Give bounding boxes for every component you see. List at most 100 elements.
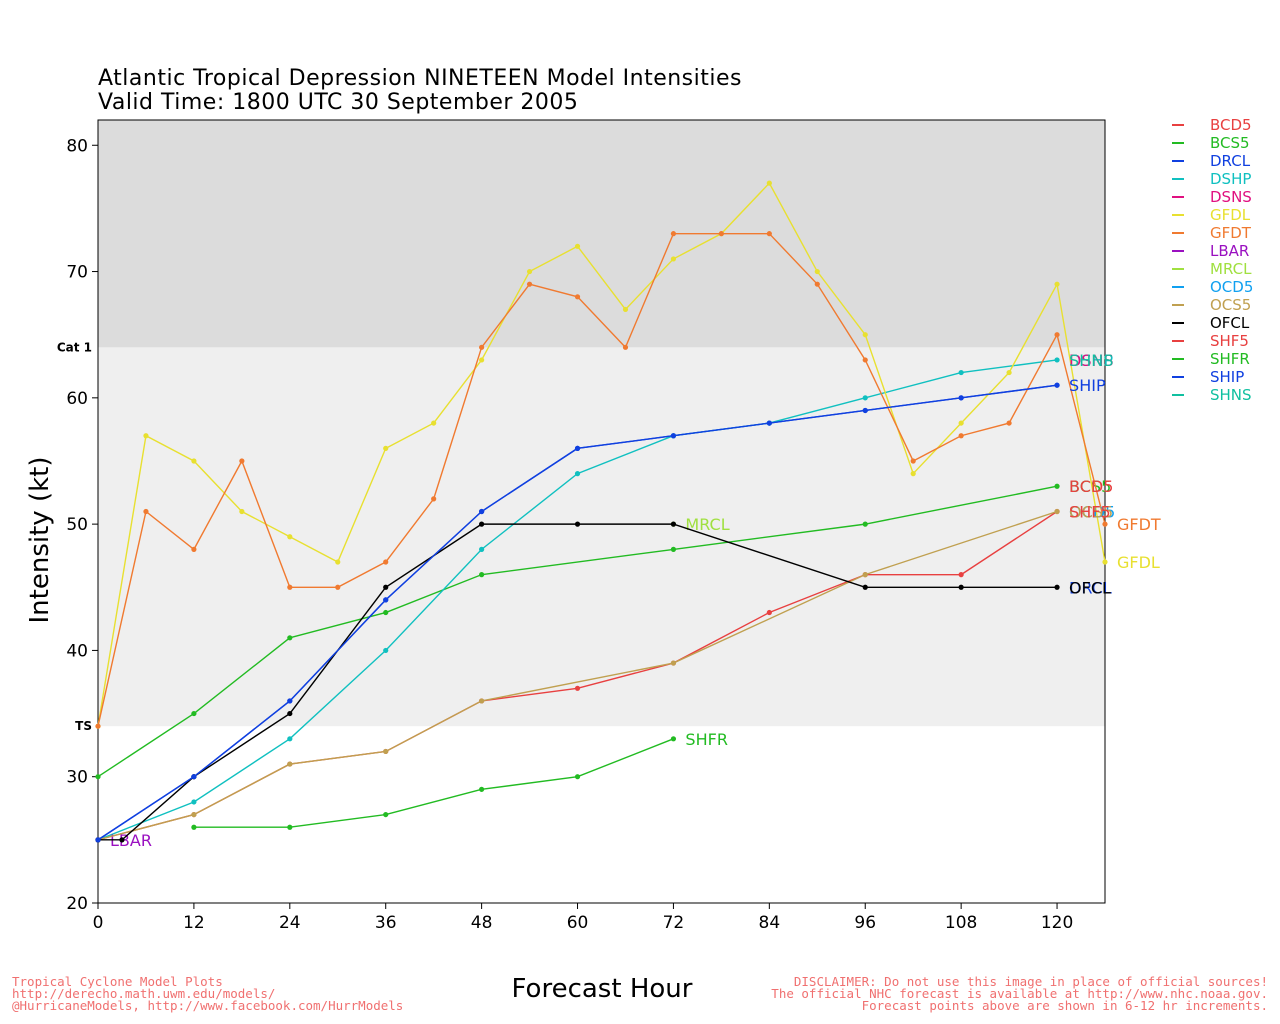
series-end-label: BCD5	[1069, 477, 1113, 496]
legend-label: SHIP	[1210, 368, 1245, 386]
series-point-gfdl	[910, 471, 916, 477]
series-point-dshp	[574, 471, 581, 477]
disclaimer-line: Forecast points above are shown in 6-12 …	[861, 998, 1268, 1013]
y-tick-label: 80	[66, 136, 88, 156]
legend-item: GFDL	[1172, 206, 1253, 224]
legend-label: GFDL	[1210, 206, 1251, 224]
series-point-gfdt	[287, 584, 293, 590]
x-tick-label: 72	[663, 913, 685, 933]
series-point-gfdt	[766, 231, 772, 237]
series-point-ofcl	[1054, 584, 1060, 590]
legend-item: SHIP	[1172, 368, 1253, 386]
legend-label: MRCL	[1210, 260, 1252, 278]
legend-label: DSNS	[1210, 188, 1252, 206]
series-point-bcs5	[191, 710, 197, 717]
series-point-ocs5	[862, 572, 868, 578]
series-end-label: SHFR	[685, 730, 728, 749]
legend-label: DRCL	[1210, 152, 1251, 170]
series-point-gfdl	[143, 433, 149, 439]
series-point-dshp	[191, 799, 197, 805]
series-point-gfdl	[958, 420, 964, 426]
series-point-ship	[766, 420, 772, 426]
series-point-gfdt	[431, 496, 437, 502]
band-label: TS	[75, 719, 92, 733]
series-point-shfr	[287, 824, 293, 830]
series-point-ocs5	[287, 761, 293, 767]
legend-label: SHF5	[1210, 332, 1249, 350]
series-point-gfdt	[958, 433, 964, 439]
series-point-bcs5	[95, 774, 101, 780]
series-end-label: OCD5	[1069, 503, 1115, 522]
chart-legend: BCD5 BCS5 DRCL DSHP DSNS GFDL GFDT LBAR MRCL OCD5…	[1172, 116, 1253, 404]
legend-swatch	[1172, 286, 1184, 288]
legend-swatch	[1172, 376, 1184, 378]
series-point-ship	[383, 597, 389, 603]
legend-swatch	[1172, 160, 1184, 162]
x-tick-label: 0	[93, 913, 104, 933]
legend-label: GFDT	[1210, 224, 1251, 242]
series-point-gfdl	[862, 332, 868, 338]
series-point-gfdt	[383, 559, 389, 565]
series-end-label: SHNS	[1069, 351, 1113, 370]
series-point-bcs5	[1054, 483, 1060, 489]
series-line-gfdt	[97, 232, 1106, 727]
series-point-ofcl	[383, 584, 389, 590]
series-end-label: DSNS	[1069, 351, 1114, 370]
legend-label: LBAR	[1210, 242, 1250, 260]
legend-swatch	[1172, 304, 1184, 306]
series-point-bcs5	[479, 572, 485, 578]
series-point-gfdt	[574, 294, 581, 300]
legend-swatch	[1172, 178, 1184, 180]
series-point-ocs5	[383, 748, 389, 755]
series-point-gfdt	[239, 458, 245, 464]
series-point-ofcl	[862, 584, 868, 590]
series-point-gfdt	[526, 281, 533, 287]
series-point-bcd5	[574, 685, 581, 691]
legend-swatch	[1172, 214, 1184, 216]
series-point-gfdl	[431, 420, 437, 426]
series-point-bcs5	[862, 521, 868, 527]
credits-left: Tropical Cyclone Model Plots http://dere…	[12, 975, 404, 1013]
series-point-gfdl	[814, 268, 820, 275]
y-tick-label: 40	[66, 641, 88, 661]
legend-label: BCD5	[1210, 116, 1252, 134]
series-point-ship	[670, 433, 677, 439]
series-end-label: DRCL	[1069, 578, 1112, 597]
series-point-gfdt	[143, 508, 149, 515]
legend-label: OCS5	[1210, 296, 1252, 314]
series-point-gfdl	[574, 243, 581, 249]
legend-swatch	[1172, 142, 1184, 144]
disclaimer: DISCLAIMER: Do not use this image in pla…	[771, 975, 1268, 1013]
series-point-ship	[191, 774, 197, 780]
credits-left-line: @HurricaneModels, http://www.facebook.co…	[12, 998, 404, 1013]
legend-item: MRCL	[1172, 260, 1253, 278]
legend-item: GFDT	[1172, 224, 1253, 242]
chart-subtitle: Valid Time: 1800 UTC 30 September 2005	[98, 90, 579, 115]
series-point-dshp	[958, 369, 964, 376]
series-end-label: OFCL	[1069, 578, 1111, 597]
y-tick-label: 20	[66, 894, 88, 914]
legend-item: SHF5	[1172, 332, 1253, 350]
series-point-gfdl	[526, 268, 533, 275]
series-point-gfdl	[239, 508, 245, 515]
legend-item: BCD5	[1172, 116, 1253, 134]
series-point-gfdl	[1102, 559, 1108, 565]
series-point-gfdl	[1006, 369, 1012, 376]
series-point-dshp	[1054, 357, 1060, 363]
series-point-ofcl	[574, 521, 581, 527]
series-end-label: GFDL	[1117, 553, 1160, 572]
series-point-ofcl	[958, 584, 964, 590]
series-end-label: MRCL	[685, 515, 729, 534]
series-end-label: SHF5	[1069, 503, 1111, 522]
series-point-ship	[1054, 382, 1060, 388]
legend-swatch	[1172, 268, 1184, 270]
series-point-dshp	[383, 647, 389, 654]
legend-item: BCS5	[1172, 134, 1253, 152]
chart-title: Atlantic Tropical Depression NINETEEN Mo…	[98, 66, 742, 91]
series-point-shfr	[191, 824, 197, 830]
legend-swatch	[1172, 124, 1184, 126]
series-point-gfdt	[191, 546, 197, 552]
series-end-label: OCS5	[1069, 503, 1113, 522]
series-point-gfdl	[383, 445, 389, 451]
